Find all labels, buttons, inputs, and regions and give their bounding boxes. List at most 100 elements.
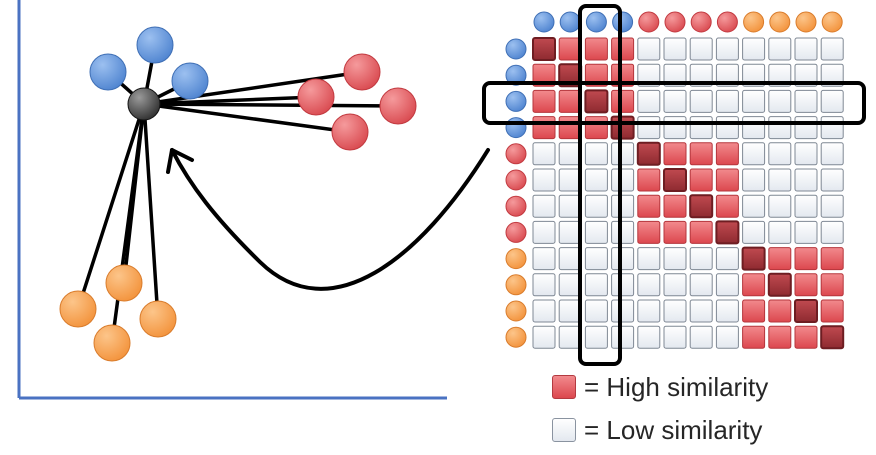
- blue-row-marker: [505, 64, 527, 86]
- highlighted-column-outline: [578, 4, 622, 366]
- matrix-cell-low: [663, 273, 687, 297]
- matrix-cell-high: [768, 247, 792, 271]
- legend-low: = Low similarity: [552, 415, 762, 445]
- matrix-cell-low: [611, 325, 635, 349]
- matrix-cell-low: [663, 116, 687, 140]
- matrix-cell-low: [742, 220, 766, 244]
- matrix-cell-high: [663, 142, 687, 166]
- matrix-cell-low: [558, 247, 582, 271]
- matrix-col-labels: [533, 11, 843, 33]
- matrix-cell-diagonal: [610, 115, 635, 140]
- matrix-cell-low: [663, 63, 687, 87]
- matrix-cell-low: [794, 63, 818, 87]
- matrix-cell-low: [820, 194, 844, 218]
- matrix-cell-low: [715, 299, 739, 323]
- red-point: [297, 78, 335, 116]
- blue-row-marker: [505, 90, 527, 112]
- matrix-cell-low: [794, 168, 818, 192]
- red-point: [343, 53, 381, 91]
- matrix-cell-low: [637, 89, 661, 113]
- matrix-cell-low: [794, 142, 818, 166]
- matrix-cell-high: [532, 63, 556, 87]
- orange-row-marker: [505, 274, 527, 296]
- matrix-cell-low: [689, 116, 713, 140]
- matrix-cell-low: [689, 273, 713, 297]
- matrix-cell-low: [768, 37, 792, 61]
- center-node: [127, 87, 161, 121]
- red-row-marker: [505, 195, 527, 217]
- matrix-cell-high: [794, 273, 818, 297]
- blue-point: [89, 53, 127, 91]
- red-point: [331, 113, 369, 151]
- matrix-cell-low: [794, 116, 818, 140]
- red-row-marker: [505, 169, 527, 191]
- scatter-points: [59, 26, 417, 362]
- legend-high-swatch: [552, 375, 576, 399]
- matrix-cell-low: [794, 37, 818, 61]
- matrix-cell-low: [742, 63, 766, 87]
- matrix-cell-high: [584, 116, 608, 140]
- matrix-cell-high: [768, 325, 792, 349]
- matrix-cell-low: [715, 63, 739, 87]
- matrix-cell-high: [637, 220, 661, 244]
- orange-row-marker: [505, 300, 527, 322]
- orange-point: [105, 264, 143, 302]
- matrix-cell-low: [558, 168, 582, 192]
- matrix-cell-low: [689, 299, 713, 323]
- blue-row-marker: [505, 117, 527, 139]
- matrix-cell-high: [532, 116, 556, 140]
- red-row-marker: [505, 221, 527, 243]
- matrix-cell-high: [689, 220, 713, 244]
- matrix-cell-low: [584, 273, 608, 297]
- matrix-cell-low: [558, 325, 582, 349]
- matrix-cell-diagonal: [715, 220, 740, 245]
- matrix-cell-high: [689, 168, 713, 192]
- matrix-cell-diagonal: [767, 272, 792, 297]
- blue-col-marker: [612, 11, 634, 33]
- matrix-cell-low: [820, 168, 844, 192]
- matrix-cell-low: [820, 89, 844, 113]
- matrix-cell-diagonal: [741, 246, 766, 271]
- matrix-cell-low: [558, 194, 582, 218]
- matrix-cell-low: [742, 168, 766, 192]
- blue-point: [136, 26, 174, 64]
- matrix-cell-low: [742, 142, 766, 166]
- matrix-cell-diagonal: [794, 299, 818, 323]
- matrix-row-labels: [505, 38, 527, 348]
- scatter-axes: [17, 0, 447, 400]
- matrix-cell-high: [637, 194, 661, 218]
- matrix-cell-low: [715, 325, 739, 349]
- matrix-cell-low: [689, 63, 713, 87]
- orange-point: [93, 324, 131, 362]
- matrix-cell-low: [715, 247, 739, 271]
- blue-row-marker: [505, 38, 527, 60]
- legend-low-label: = Low similarity: [584, 414, 763, 445]
- matrix-cell-low: [532, 325, 556, 349]
- matrix-cell-diagonal: [820, 325, 845, 350]
- matrix-cell-low: [768, 89, 792, 113]
- matrix-cell-low: [532, 247, 556, 271]
- red-point: [379, 87, 417, 125]
- matrix-cell-high: [663, 194, 687, 218]
- matrix-cell-low: [584, 247, 608, 271]
- matrix-cell-diagonal: [663, 168, 687, 192]
- blue-point: [171, 62, 209, 100]
- matrix-cell-low: [689, 37, 713, 61]
- red-col-marker: [716, 11, 738, 33]
- matrix-cell-low: [558, 220, 582, 244]
- matrix-cell-low: [820, 63, 844, 87]
- matrix-cell-low: [637, 37, 661, 61]
- matrix-cell-high: [715, 168, 739, 192]
- matrix-cell-diagonal: [584, 89, 609, 114]
- matrix-cell-low: [558, 273, 582, 297]
- arrowhead-icon: [166, 148, 194, 174]
- matrix-cell-low: [584, 194, 608, 218]
- orange-row-marker: [505, 326, 527, 348]
- red-col-marker: [664, 11, 686, 33]
- orange-col-marker: [743, 11, 765, 33]
- blue-col-marker: [585, 11, 607, 33]
- matrix-cell-low: [611, 273, 635, 297]
- matrix-cell-low: [532, 299, 556, 323]
- matrix-cell-high: [558, 89, 582, 113]
